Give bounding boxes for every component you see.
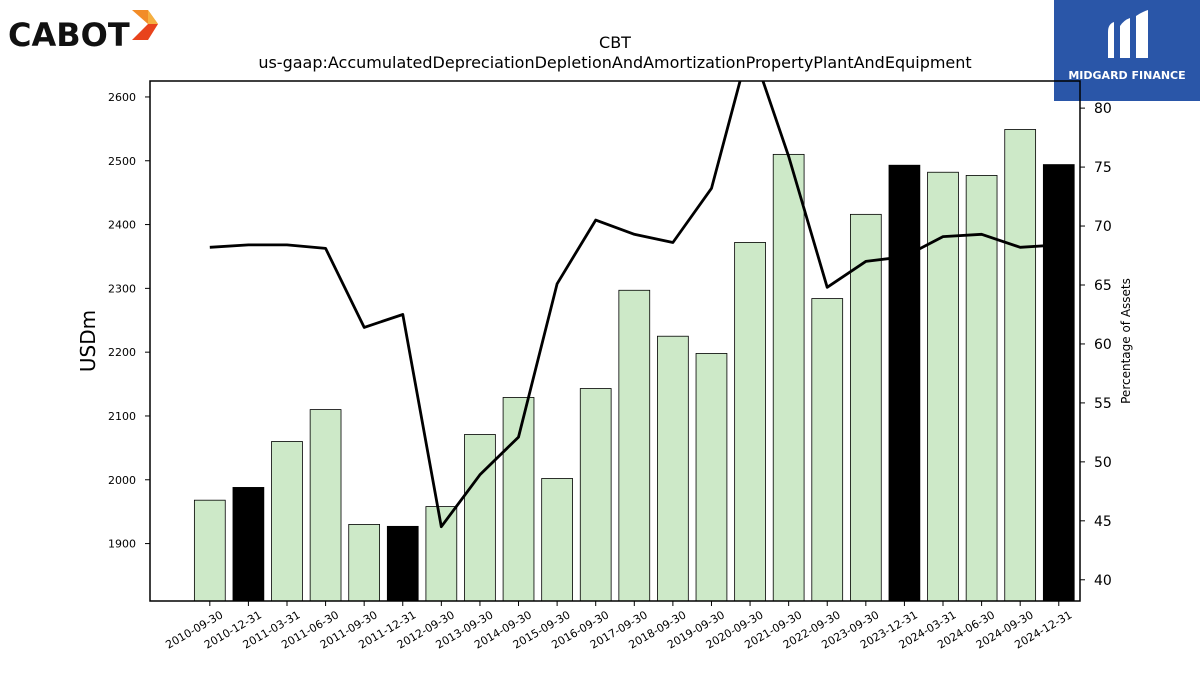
y2-tick-label: 45: [1094, 514, 1112, 530]
y-tick-label: 2200: [108, 346, 136, 359]
y-tick-label: 2000: [108, 474, 136, 487]
y2-tick-label: 70: [1094, 219, 1112, 235]
bar: [618, 289, 651, 602]
bar: [232, 487, 265, 602]
bar: [386, 525, 419, 602]
bar: [734, 242, 766, 602]
bar: [1042, 164, 1075, 602]
bar: [811, 298, 844, 602]
y-tick-label: 2300: [108, 282, 136, 295]
brand-name: CABOT: [8, 16, 130, 54]
y-tick-label: 2600: [108, 91, 136, 104]
bar: [541, 478, 573, 602]
bar: [464, 434, 496, 602]
percentage-line: [209, 81, 1059, 529]
y-tick-label: 1900: [108, 538, 136, 551]
y2-tick-label: 55: [1094, 396, 1112, 412]
y-tick-label: 2500: [108, 155, 136, 168]
bar: [348, 524, 381, 602]
y2-tick-label: 60: [1094, 337, 1112, 353]
bar: [849, 213, 882, 602]
y2-tick-label: 50: [1094, 455, 1112, 471]
bar: [695, 353, 728, 602]
cabot-flame-icon: [132, 10, 158, 40]
chart-subtitle: us-gaap:AccumulatedDepreciationDepletion…: [258, 53, 971, 72]
partner-name: MIDGARD FINANCE: [1068, 69, 1186, 82]
brand-logo: CABOT: [4, 4, 164, 54]
chart-title: CBT: [599, 33, 631, 52]
partner-badge: MIDGARD FINANCE: [1054, 0, 1200, 101]
y-tick-label: 2100: [108, 410, 136, 423]
y2-tick-label: 65: [1094, 278, 1112, 294]
bar: [888, 164, 921, 602]
bar: [579, 388, 612, 602]
bar: [502, 397, 535, 602]
y2-tick-label: 80: [1094, 101, 1112, 117]
bar: [657, 335, 689, 602]
bar: [309, 409, 342, 602]
y2-axis-label: Percentage of Assets: [1119, 278, 1133, 404]
bar: [1004, 129, 1037, 602]
bar: [772, 153, 805, 602]
bar: [271, 441, 303, 602]
bar: [193, 499, 226, 602]
plot-frame: [149, 80, 1081, 602]
y2-tick-label: 40: [1094, 573, 1112, 589]
midgard-m-icon: [1108, 10, 1148, 58]
y2-tick-label: 75: [1094, 160, 1112, 176]
y-tick-label: 2400: [108, 219, 136, 232]
y-axis-label: USDm: [76, 310, 100, 372]
